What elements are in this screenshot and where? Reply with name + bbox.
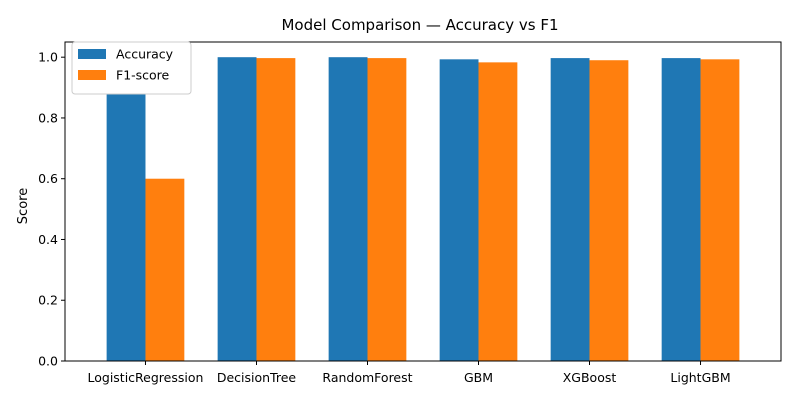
x-tick-label: XGBoost [563, 370, 617, 385]
bar-f1-score-lightgbm [700, 59, 740, 362]
x-tick-label: LightGBM [670, 370, 730, 385]
y-axis-label: Score [16, 188, 31, 224]
bar-f1-score-xgboost [589, 60, 629, 361]
bar-f1-score-gbm [478, 62, 518, 362]
y-tick-label: 0.2 [38, 293, 58, 308]
y-tick-label: 0.6 [38, 171, 58, 186]
bar-accuracy-logisticregression [106, 93, 146, 362]
y-tick-label: 0.8 [38, 110, 58, 125]
y-tick-label: 0.4 [38, 232, 58, 247]
x-tick-label: DecisionTree [217, 370, 297, 385]
legend-label: F1-score [116, 68, 170, 83]
x-tick-label: GBM [464, 370, 493, 385]
axes-group: 0.0 0.2 0.4 0.6 0.8 1.0 LogisticRegression Deci… [38, 41, 782, 385]
y-tick-label: 1.0 [38, 50, 58, 65]
bar-accuracy-decisiontree [217, 57, 257, 361]
y-tick-label: 0.0 [38, 354, 58, 369]
legend: Accuracy F1-score [71, 41, 192, 95]
legend-swatch [78, 49, 106, 59]
bar-f1-score-randomforest [367, 58, 407, 362]
bar-f1-score-decisiontree [256, 58, 296, 362]
bar-accuracy-gbm [439, 59, 479, 362]
x-tick-label: LogisticRegression [88, 370, 204, 385]
legend-label: Accuracy [116, 47, 174, 62]
bar-accuracy-xgboost [550, 58, 590, 362]
plot-frame [64, 41, 782, 362]
bar-accuracy-randomforest [328, 57, 368, 361]
bar-accuracy-lightgbm [661, 58, 701, 362]
x-tick-label: RandomForest [322, 370, 412, 385]
bar-f1-score-logisticregression [145, 178, 185, 361]
bars-group [106, 57, 740, 362]
legend-swatch [78, 70, 106, 80]
chart-title: Model Comparison — Accuracy vs F1 [281, 16, 558, 34]
